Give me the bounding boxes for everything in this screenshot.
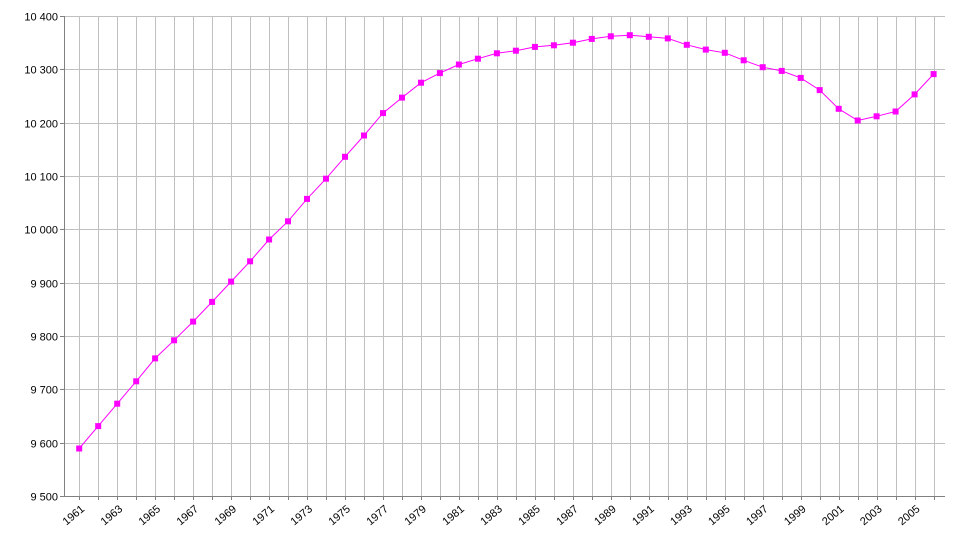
data-point [133,378,140,385]
data-point [380,110,386,117]
data-point [588,35,595,42]
x-tick-label: 1961 [61,503,87,528]
data-point [702,46,709,53]
gridlines [64,16,945,497]
x-tick-label: 1997 [744,503,770,528]
y-tick-label: 9 600 [30,439,58,451]
x-tick-label: 1995 [706,503,732,528]
x-tick-label: 1987 [554,503,580,528]
x-tick-label: 2001 [820,503,846,528]
data-point [418,79,424,86]
axes [60,16,945,500]
y-tick-label: 10 200 [24,119,58,131]
y-tick-label: 10 300 [24,65,58,77]
x-tick-label: 1989 [592,503,618,528]
data-point [892,108,899,115]
data-point [531,43,538,50]
data-point [683,41,690,48]
x-tick-label: 1975 [326,503,352,528]
data-point [304,195,310,202]
data-point [361,132,367,139]
data-point [930,71,937,78]
data-point [323,175,329,182]
x-tick-label: 1977 [364,503,390,528]
data-point [873,113,880,120]
data-point [455,61,462,68]
x-tick-label: 1963 [99,503,125,528]
x-tick-label: 1985 [516,503,542,528]
x-tick-label: 1965 [137,503,163,528]
data-point [228,278,235,285]
data-point [607,33,614,40]
series-line [78,34,934,449]
x-tick-label: 1999 [782,503,808,528]
x-tick-label: 1993 [668,503,694,528]
y-tick-label: 9 900 [30,279,58,291]
y-tick-label: 9 500 [30,492,58,504]
x-tick-label: 1979 [402,503,428,528]
data-point [816,87,823,94]
data-point [114,400,121,407]
data-point [266,236,273,243]
x-tick-label: 1969 [213,503,239,528]
data-point [854,117,861,124]
data-point [835,105,842,112]
data-point [152,355,159,362]
y-tick-label: 10 400 [24,12,58,24]
data-point [664,35,671,42]
data-point [247,258,254,265]
data-point [190,318,197,325]
data-point [436,70,443,77]
data-point [493,50,500,57]
data-point [342,153,348,160]
data-point [740,57,747,64]
data-point [171,337,178,344]
x-tick-label: 1973 [288,503,314,528]
x-tick-label: 2003 [858,503,884,528]
x-tick-label: 1971 [251,503,277,528]
data-point [721,49,728,56]
y-tick-label: 9 700 [30,385,58,397]
data-point [95,423,102,430]
data-point [778,67,785,74]
y-tick-label: 10 000 [24,225,58,237]
data-point [797,74,804,81]
x-tick-label: 1991 [630,503,656,528]
series-group [76,32,937,452]
data-point [474,55,481,62]
x-axis-tick-labels: 1961 1963 1965 1967 1969 1971 1973 1975 1977 1979… [61,503,923,528]
data-point [76,445,83,452]
data-point [209,298,216,305]
data-point [512,47,519,54]
x-tick-label: 1981 [440,503,466,528]
data-point [911,91,918,98]
data-point [645,33,652,40]
data-point [626,32,633,39]
data-point [285,218,291,225]
x-tick-label: 2005 [896,503,922,528]
data-point [550,42,557,49]
x-tick-label: 1983 [478,503,504,528]
y-tick-label: 9 800 [30,332,58,344]
data-point [399,94,405,101]
y-axis-tick-labels: 9 500 9 600 9 700 9 800 9 900 10 000 10 100 10 … [24,12,58,504]
y-tick-label: 10 100 [24,172,58,184]
data-point [569,39,576,46]
x-tick-label: 1967 [175,503,201,528]
data-point [759,64,766,71]
